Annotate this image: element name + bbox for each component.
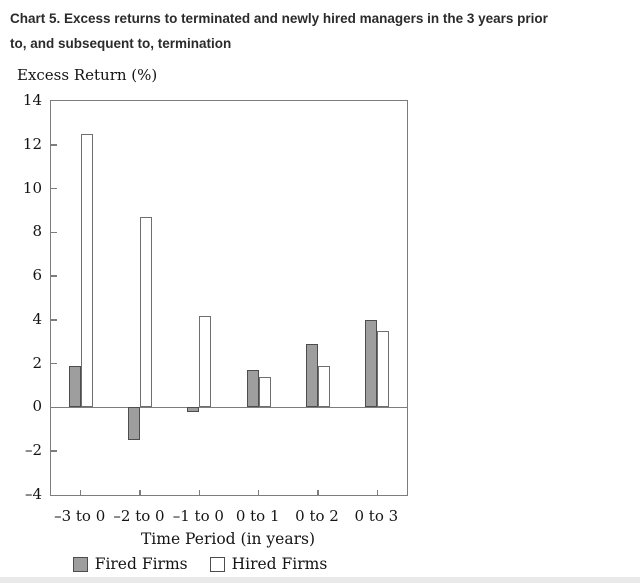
- x-tick-mark: [376, 490, 379, 495]
- y-tick-mark: [51, 187, 57, 190]
- y-tick-label: 6: [32, 266, 42, 285]
- x-category-label: 0 to 1: [235, 507, 280, 525]
- x-tick-mark: [79, 490, 82, 495]
- y-tick-mark: [51, 144, 57, 146]
- bar-fired-firms: [68, 365, 81, 408]
- x-tick-mark: [198, 490, 201, 495]
- y-tick-label: 4: [32, 309, 42, 328]
- legend-label: Fired Firms: [94, 555, 188, 573]
- x-category-label: –3 to 0: [54, 507, 106, 525]
- legend: Fired Firms Hired Firms: [0, 555, 400, 573]
- y-tick-label: 2: [32, 353, 42, 372]
- x-tick-mark: [257, 490, 260, 495]
- bar-fired-firms: [246, 370, 259, 408]
- bar-fired-firms: [128, 407, 140, 441]
- y-tick-label: 0: [32, 397, 42, 416]
- y-tick-mark: [51, 450, 57, 452]
- y-tick-label: 10: [22, 178, 42, 197]
- y-tick-label: –2: [24, 441, 42, 460]
- y-tick-label: 8: [32, 222, 42, 241]
- chart-title-line-1: Chart 5. Excess returns to terminated an…: [10, 11, 548, 26]
- legend-item-hired-firms: Hired Firms: [209, 555, 328, 573]
- page-bottom-strip: [0, 577, 640, 583]
- bar-fired-firms: [365, 319, 378, 408]
- chart-title: Chart 5. Excess returns to terminated an…: [10, 6, 634, 56]
- bar-hired-firms: [199, 315, 212, 408]
- bar-fired-firms: [306, 343, 318, 408]
- x-category-label: 0 to 2: [295, 507, 339, 525]
- x-category-label: –1 to 0: [172, 507, 224, 525]
- zero-baseline: [51, 406, 407, 409]
- x-category-label: 0 to 3: [354, 507, 399, 525]
- legend-swatch-icon: [72, 556, 88, 572]
- y-tick-label: 14: [22, 91, 42, 109]
- bar-hired-firms: [318, 365, 330, 408]
- y-tick-mark: [51, 231, 57, 234]
- legend-swatch-icon: [209, 556, 225, 572]
- bar-hired-firms: [140, 217, 152, 408]
- chart-title-line-2: to, and subsequent to, termination: [10, 36, 232, 51]
- y-axis-title: Excess Return (%): [17, 66, 158, 84]
- y-tick-label: –4: [24, 485, 42, 503]
- legend-item-fired-firms: Fired Firms: [72, 555, 188, 573]
- x-category-label: –2 to 0: [113, 507, 165, 525]
- y-tick-mark: [51, 319, 57, 321]
- bar-hired-firms: [258, 376, 271, 408]
- y-tick-label: 12: [22, 134, 42, 153]
- bar-fired-firms: [187, 407, 200, 412]
- bar-hired-firms: [377, 330, 390, 408]
- plot-area: [50, 100, 408, 496]
- y-tick-mark: [51, 362, 57, 365]
- legend-label: Hired Firms: [231, 555, 328, 573]
- bar-hired-firms: [80, 133, 93, 408]
- y-tick-mark: [51, 275, 57, 277]
- x-tick-mark: [317, 490, 319, 495]
- x-axis-title: Time Period (in years): [140, 530, 316, 548]
- x-tick-mark: [139, 490, 141, 495]
